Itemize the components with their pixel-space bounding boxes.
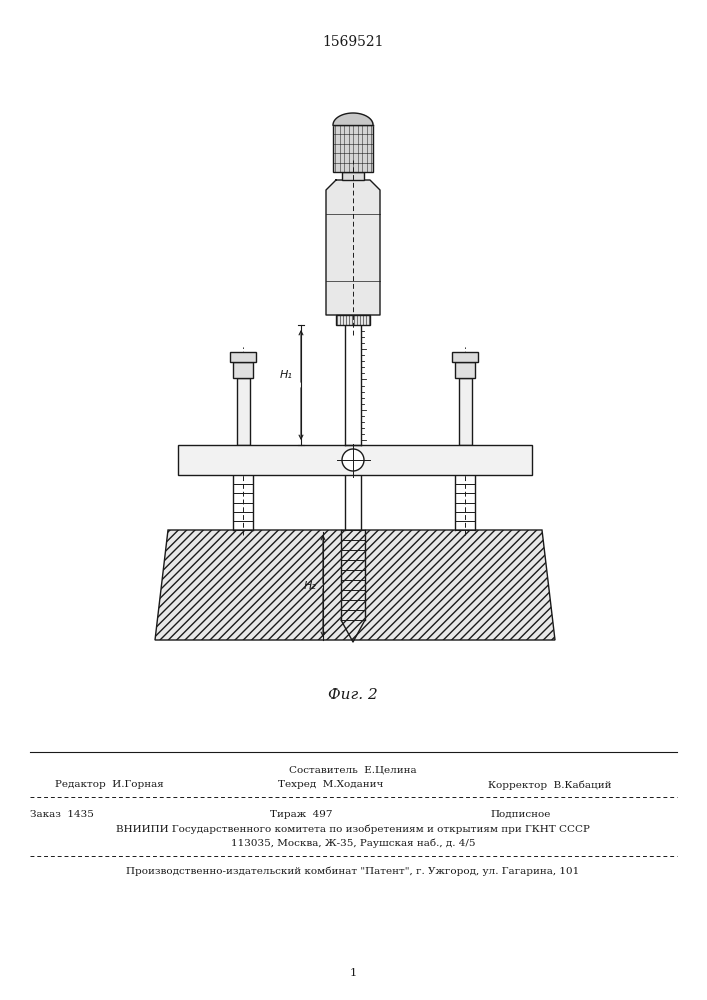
Bar <box>333 125 373 172</box>
Text: 113035, Москва, Ж-35, Раушская наб., д. 4/5: 113035, Москва, Ж-35, Раушская наб., д. … <box>230 838 475 848</box>
Polygon shape <box>326 180 380 315</box>
Circle shape <box>342 449 364 471</box>
Text: 1569521: 1569521 <box>322 35 384 49</box>
Bar <box>342 172 364 180</box>
Text: ВНИИПИ Государственного комитета по изобретениям и открытиям при ГКНТ СССР: ВНИИПИ Государственного комитета по изоб… <box>116 824 590 834</box>
Bar <box>237 378 250 445</box>
Bar <box>230 352 256 362</box>
Polygon shape <box>155 530 555 640</box>
Text: Подписное: Подписное <box>490 810 550 819</box>
Text: Заказ  1435: Заказ 1435 <box>30 810 94 819</box>
Bar <box>452 352 478 362</box>
Text: Производственно-издательский комбинат "Патент", г. Ужгород, ул. Гагарина, 101: Производственно-издательский комбинат "П… <box>127 866 580 876</box>
Bar <box>178 445 532 475</box>
Bar <box>459 378 472 445</box>
Bar <box>336 315 370 325</box>
Text: H₁: H₁ <box>280 370 293 380</box>
Text: 1: 1 <box>349 968 356 978</box>
Text: Составитель  Е.Целина: Составитель Е.Целина <box>289 765 417 774</box>
Text: Фиг. 2: Фиг. 2 <box>328 688 378 702</box>
Text: Тираж  497: Тираж 497 <box>270 810 332 819</box>
Text: Редактор  И.Горная: Редактор И.Горная <box>55 780 164 789</box>
Bar <box>455 362 475 378</box>
Text: H₂: H₂ <box>304 581 317 591</box>
Text: Корректор  В.Кабаций: Корректор В.Кабаций <box>488 780 612 790</box>
Bar <box>233 362 253 378</box>
Text: Техред  М.Ходанич: Техред М.Ходанич <box>278 780 383 789</box>
